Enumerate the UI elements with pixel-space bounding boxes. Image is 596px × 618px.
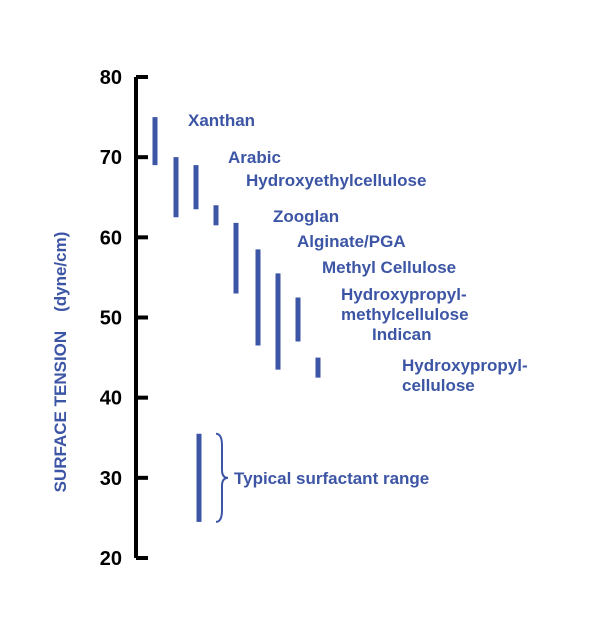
surfactant-range-label: Typical surfactant range bbox=[234, 469, 429, 488]
range-label: Indican bbox=[372, 325, 432, 344]
surfactant-range-group: Typical surfactant range bbox=[196, 432, 429, 523]
y-tick-label: 20 bbox=[100, 548, 122, 570]
range-label: Xanthan bbox=[188, 111, 255, 130]
range-labels: Xanthan Arabic Hydroxyethylcellulose Zoogla… bbox=[188, 111, 528, 395]
range-label: Hydroxyethylcellulose bbox=[246, 171, 426, 190]
range-label: Hydroxypropyl-methylcellulose bbox=[341, 285, 469, 324]
y-tick-label: 40 bbox=[100, 388, 122, 410]
range-label-line: Xanthan bbox=[188, 111, 255, 130]
range-label-line: Zooglan bbox=[273, 207, 339, 226]
surfactant-range-brace bbox=[215, 432, 229, 523]
range-label-line: cellulose bbox=[402, 376, 475, 395]
range-label-line: Arabic bbox=[228, 148, 281, 167]
y-tick-label: 60 bbox=[100, 227, 122, 249]
range-label-line: Indican bbox=[372, 325, 432, 344]
range-label: Arabic bbox=[228, 148, 281, 167]
y-tick-label: 70 bbox=[100, 147, 122, 169]
range-label: Hydroxypropyl-cellulose bbox=[402, 356, 528, 395]
y-axis-label: SURFACE TENSION (dyne/cm) bbox=[51, 232, 70, 493]
range-label: Methyl Cellulose bbox=[322, 258, 456, 277]
range-label-line: Methyl Cellulose bbox=[322, 258, 456, 277]
range-bars bbox=[152, 117, 321, 378]
y-tick-label: 80 bbox=[100, 67, 122, 89]
range-label-line: Hydroxypropyl- bbox=[402, 356, 528, 375]
y-axis-ticks: 80 70 60 50 40 30 20 bbox=[100, 67, 148, 570]
range-label-line: Hydroxypropyl- bbox=[341, 285, 467, 304]
range-label-line: methylcellulose bbox=[341, 305, 469, 324]
range-label: Alginate/PGA bbox=[297, 232, 406, 251]
y-tick-label: 30 bbox=[100, 468, 122, 490]
range-label-line: Alginate/PGA bbox=[297, 232, 406, 251]
range-label: Zooglan bbox=[273, 207, 339, 226]
y-tick-label: 50 bbox=[100, 308, 122, 330]
range-label-line: Hydroxyethylcellulose bbox=[246, 171, 426, 190]
